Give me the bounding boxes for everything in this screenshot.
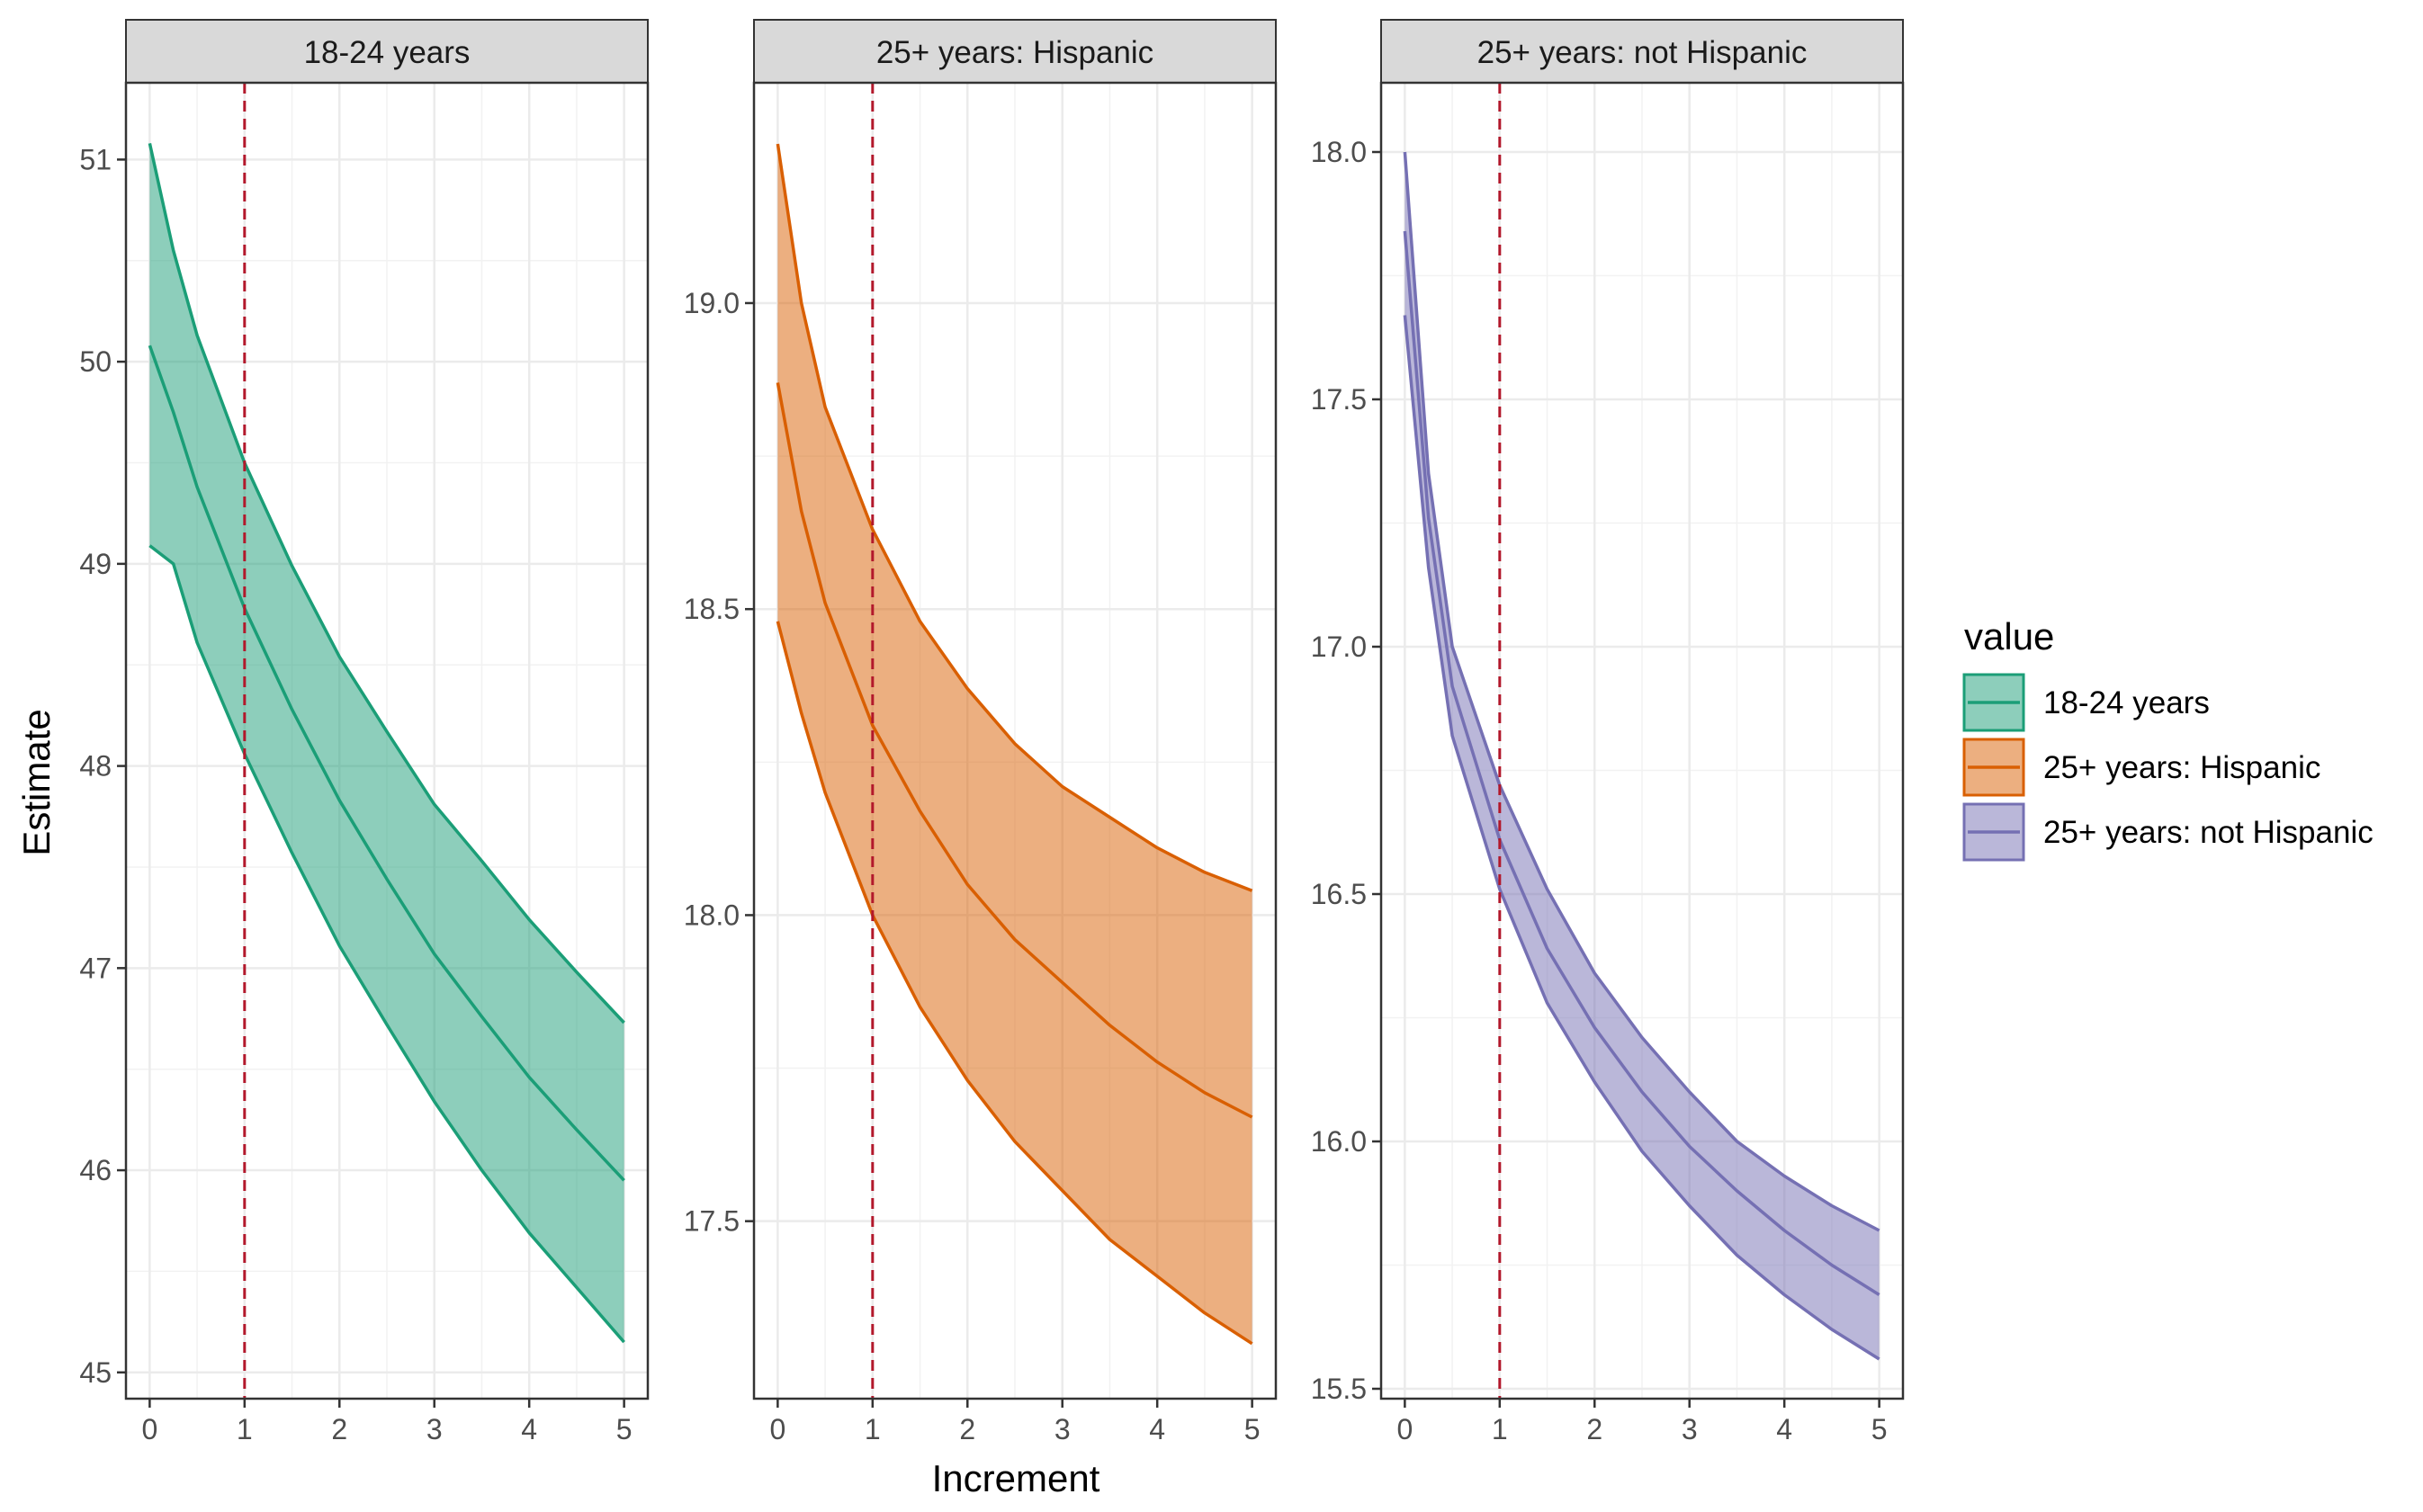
legend-label: 25+ years: not Hispanic (2043, 815, 2374, 850)
legend: value 18-24 years 25+ years: Hispanic 25+ … (1962, 615, 2374, 862)
y-tick-label: 18.5 (684, 593, 740, 625)
y-tick-label: 17.0 (1311, 631, 1367, 663)
x-tick-label: 3 (1054, 1413, 1071, 1445)
facet-strip-label: 18-24 years (304, 35, 471, 70)
facet-strip (753, 19, 1277, 84)
facet-panel-2: 25+ years: Hispanic 17.5 18.0 18.5 19.0 0 1 2 3 4… (684, 19, 1278, 1445)
x-tick-label: 0 (1396, 1413, 1413, 1445)
y-tick-label: 15.5 (1311, 1373, 1367, 1405)
estimate-line (1403, 230, 1880, 1296)
lower-line (776, 621, 1253, 1346)
y-tick-label: 45 (79, 1356, 112, 1389)
x-tick-label: 5 (1244, 1413, 1261, 1445)
y-tick-label: 48 (79, 750, 112, 783)
x-tick-label: 4 (521, 1413, 537, 1445)
x-tick-label: 2 (959, 1413, 975, 1445)
legend-label: 18-24 years (2043, 685, 2210, 720)
legend-label: 25+ years: Hispanic (2043, 750, 2320, 785)
upper-line (148, 143, 625, 1024)
legend-entry-3: 25+ years: not Hispanic (1962, 802, 2374, 862)
y-tick-label: 16.0 (1311, 1125, 1367, 1158)
y-tick-label: 50 (79, 345, 112, 378)
x-tick-label: 2 (331, 1413, 347, 1445)
x-tick-label: 5 (616, 1413, 633, 1445)
x-tick-label: 1 (1492, 1413, 1508, 1445)
y-tick-label: 18.0 (684, 899, 740, 931)
legend-entry-2: 25+ years: Hispanic (1962, 738, 2320, 797)
panel-border (1379, 81, 1905, 1400)
y-axis-title: Estimate (15, 709, 58, 855)
y-tick-label: 18.0 (1311, 136, 1367, 168)
x-axis-title: Increment (932, 1457, 1100, 1499)
x-tick-label: 0 (141, 1413, 157, 1445)
facet-strip (1380, 19, 1904, 84)
y-tick-label: 49 (79, 548, 112, 580)
y-tick-label: 16.5 (1311, 878, 1367, 910)
panel-border (124, 81, 650, 1400)
x-tick-label: 2 (1586, 1413, 1602, 1445)
x-tick-label: 4 (1776, 1413, 1792, 1445)
y-tick-label: 17.5 (684, 1205, 740, 1238)
lower-line (1403, 315, 1880, 1361)
estimate-line (776, 382, 1253, 1119)
x-tick-label: 3 (426, 1413, 443, 1445)
facet-strip-label: 25+ years: Hispanic (876, 35, 1153, 70)
estimate-line (148, 344, 625, 1182)
x-tick-label: 0 (769, 1413, 785, 1445)
x-tick-label: 1 (237, 1413, 253, 1445)
x-tick-label: 3 (1682, 1413, 1698, 1445)
legend-entry-1: 18-24 years (1962, 673, 2210, 732)
facet-panel-3: 25+ years: not Hispanic 15.5 16.0 16.5 17.0 1… (1311, 19, 1905, 1445)
ribbon-band (1404, 152, 1880, 1359)
x-tick-label: 1 (865, 1413, 881, 1445)
y-tick-label: 47 (79, 952, 112, 984)
y-tick-label: 19.0 (684, 287, 740, 319)
x-tick-label: 5 (1871, 1413, 1888, 1445)
y-tick-label: 46 (79, 1154, 112, 1186)
upper-line (776, 143, 1253, 892)
facet-strip (125, 19, 649, 84)
y-tick-label: 51 (79, 143, 112, 175)
ribbon-band (149, 143, 624, 1343)
facet-strip-label: 25+ years: not Hispanic (1477, 35, 1808, 70)
legend-title: value (1964, 615, 2054, 658)
y-tick-label: 17.5 (1311, 383, 1367, 416)
x-tick-label: 4 (1149, 1413, 1165, 1445)
panel-border (752, 81, 1278, 1400)
lower-line (148, 544, 625, 1344)
upper-line (1403, 151, 1880, 1232)
